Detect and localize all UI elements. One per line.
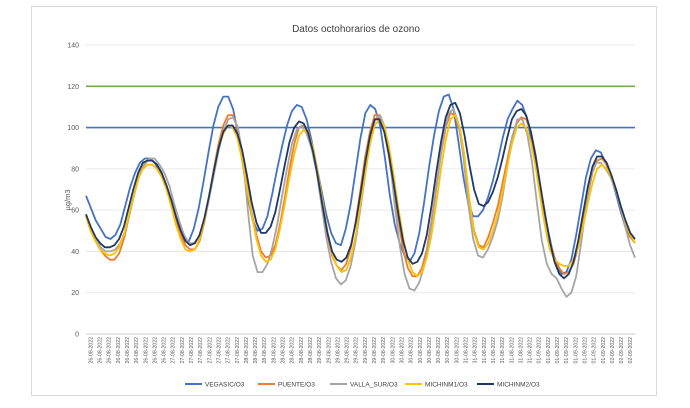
reference-lines bbox=[86, 85, 635, 129]
x-tick-label: 26-08-2022 bbox=[143, 337, 149, 364]
x-tick-label: 28-08-2022 bbox=[290, 337, 296, 364]
x-tick-label: 27-08-2022 bbox=[226, 337, 232, 364]
y-tick-label: 20 bbox=[71, 290, 79, 297]
x-tick-label: 28-08-2022 bbox=[271, 337, 277, 364]
x-tick-label: 27-08-2022 bbox=[180, 337, 186, 364]
x-tick-label: 31-08-2022 bbox=[473, 337, 479, 364]
x-tick-label: 26-08-2022 bbox=[98, 337, 104, 364]
y-axis-ticks: 0 20 40 60 80 100 120 140 bbox=[67, 43, 79, 339]
x-tick-label: 27-08-2022 bbox=[216, 337, 222, 364]
x-tick-label: 02-09-2022 bbox=[628, 337, 634, 364]
x-tick-label: 26-08-2022 bbox=[107, 337, 113, 364]
x-tick-label: 01-09-2022 bbox=[582, 337, 588, 364]
x-tick-label: 31-08-2022 bbox=[509, 337, 515, 364]
y-tick-label: 120 bbox=[67, 84, 79, 91]
x-tick-label: 29-08-2022 bbox=[372, 337, 378, 364]
y-axis-label: µg/m3 bbox=[63, 190, 72, 211]
series-line bbox=[85, 114, 636, 278]
x-tick-label: 29-08-2022 bbox=[381, 337, 387, 364]
legend-label: MICHINM1/O3 bbox=[425, 381, 468, 388]
x-tick-label: 29-08-2022 bbox=[354, 337, 360, 364]
x-tick-label: 30-08-2022 bbox=[436, 337, 442, 364]
x-tick-label: 01-09-2022 bbox=[546, 337, 552, 364]
x-tick-label: 01-09-2022 bbox=[555, 337, 561, 364]
series-line bbox=[85, 101, 636, 280]
legend-label: MICHINM2/O3 bbox=[497, 381, 540, 388]
series-lines bbox=[85, 93, 636, 298]
x-tick-label: 27-08-2022 bbox=[207, 337, 213, 364]
chart-title: Datos octohorarios de ozono bbox=[292, 24, 420, 35]
x-tick-label: 29-08-2022 bbox=[345, 337, 351, 364]
x-axis-ticks: 26-08-2022 26-08-2022 26-08-2022 26-08-2022… bbox=[88, 337, 634, 364]
y-tick-label: 80 bbox=[71, 166, 79, 173]
x-tick-label: 26-08-2022 bbox=[88, 337, 94, 364]
x-tick-label: 30-08-2022 bbox=[418, 337, 424, 364]
x-tick-label: 29-08-2022 bbox=[326, 337, 332, 364]
x-tick-label: 30-08-2022 bbox=[454, 337, 460, 364]
legend-label: VALLA_SUR/O3 bbox=[350, 381, 398, 388]
legend-item: MICHINM1/O3 bbox=[405, 381, 468, 388]
x-tick-label: 30-08-2022 bbox=[399, 337, 405, 364]
x-tick-label: 26-08-2022 bbox=[134, 337, 140, 364]
x-tick-label: 02-09-2022 bbox=[610, 337, 616, 364]
legend-label: PUENTE/O3 bbox=[278, 381, 315, 388]
y-tick-label: 100 bbox=[67, 125, 79, 132]
x-tick-label: 28-08-2022 bbox=[253, 337, 259, 364]
x-tick-label: 27-08-2022 bbox=[189, 337, 195, 364]
x-tick-label: 31-08-2022 bbox=[482, 337, 488, 364]
x-tick-label: 29-08-2022 bbox=[317, 337, 323, 364]
x-tick-label: 01-09-2022 bbox=[592, 337, 598, 364]
x-tick-label: 30-08-2022 bbox=[390, 337, 396, 364]
legend-item: VALLA_SUR/O3 bbox=[330, 381, 398, 388]
y-tick-label: 140 bbox=[67, 43, 79, 50]
legend-label: VEGASIC/O3 bbox=[205, 381, 245, 388]
x-tick-label: 28-08-2022 bbox=[262, 337, 268, 364]
x-tick-label: 27-08-2022 bbox=[198, 337, 204, 364]
y-tick-label: 60 bbox=[71, 208, 79, 215]
x-tick-label: 28-08-2022 bbox=[308, 337, 314, 364]
x-tick-label: 01-09-2022 bbox=[537, 337, 543, 364]
chart-frame bbox=[31, 6, 657, 396]
legend-item: MICHINM2/O3 bbox=[477, 381, 540, 388]
y-tick-label: 0 bbox=[75, 332, 79, 339]
x-tick-label: 31-08-2022 bbox=[464, 337, 470, 364]
x-tick-label: 26-08-2022 bbox=[116, 337, 122, 364]
x-tick-label: 02-09-2022 bbox=[619, 337, 625, 364]
x-tick-label: 29-08-2022 bbox=[335, 337, 341, 364]
x-tick-label: 28-08-2022 bbox=[281, 337, 287, 364]
x-tick-label: 29-08-2022 bbox=[363, 337, 369, 364]
x-tick-label: 31-08-2022 bbox=[528, 337, 534, 364]
x-tick-label: 27-08-2022 bbox=[235, 337, 241, 364]
x-tick-label: 30-08-2022 bbox=[427, 337, 433, 364]
legend: VEGASIC/O3 PUENTE/O3 VALLA_SUR/O3 MICHINM1/… bbox=[185, 381, 540, 388]
x-tick-label: 31-08-2022 bbox=[518, 337, 524, 364]
y-tick-label: 40 bbox=[71, 249, 79, 256]
x-tick-label: 28-08-2022 bbox=[244, 337, 250, 364]
x-tick-label: 30-08-2022 bbox=[445, 337, 451, 364]
legend-item: VEGASIC/O3 bbox=[185, 381, 245, 388]
x-tick-label: 27-08-2022 bbox=[171, 337, 177, 364]
x-tick-label: 31-08-2022 bbox=[491, 337, 497, 364]
x-tick-label: 28-08-2022 bbox=[299, 337, 305, 364]
x-tick-label: 30-08-2022 bbox=[409, 337, 415, 364]
x-tick-label: 26-08-2022 bbox=[125, 337, 131, 364]
x-tick-label: 26-08-2022 bbox=[162, 337, 168, 364]
x-tick-label: 01-09-2022 bbox=[573, 337, 579, 364]
legend-item: PUENTE/O3 bbox=[258, 381, 315, 388]
x-tick-label: 01-09-2022 bbox=[564, 337, 570, 364]
x-tick-label: 31-08-2022 bbox=[500, 337, 506, 364]
x-tick-label: 26-08-2022 bbox=[152, 337, 158, 364]
x-tick-label: 01-09-2022 bbox=[601, 337, 607, 364]
